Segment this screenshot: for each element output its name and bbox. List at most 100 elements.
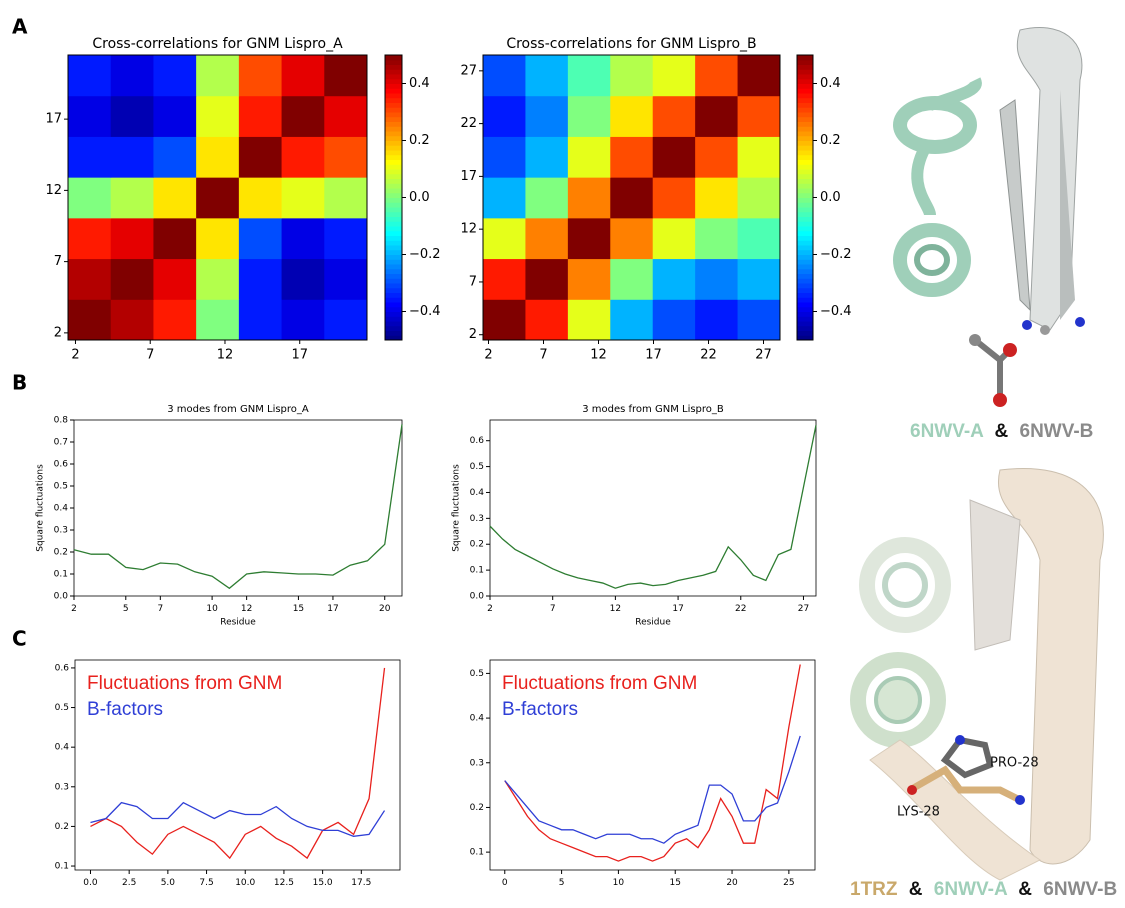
legend-entry: Fluctuations from GNM [502,673,697,694]
colorbar-segment [385,122,402,127]
heatmap-cell [483,259,526,300]
colorbar-segment [385,240,402,245]
colorbar-segment [385,307,402,312]
panel-label: A [12,15,28,39]
data-line [90,668,384,858]
colorbar-segment [797,331,813,336]
colorbar-segment [797,297,813,302]
colorbar-segment [797,307,813,312]
y-tick-label: 0.2 [470,540,484,550]
colorbar-segment [385,98,402,103]
colorbar-segment [797,179,813,184]
colorbar-segment [797,117,813,122]
heatmap-cell [196,136,239,177]
x-tick-label: 17.5 [351,878,371,888]
heatmap-cell [653,218,696,259]
colorbar-segment [797,288,813,293]
heatmap-cell [525,55,568,96]
y-tick-label: 0.1 [470,566,484,576]
colorbar-segment [797,236,813,241]
colorbar-segment [385,188,402,193]
colorbar-segment [385,264,402,269]
colorbar-segment [385,326,402,331]
x-tick-label: 5 [559,878,565,888]
heatmap-cell [282,299,325,340]
colorbar-segment [385,198,402,203]
chart-title: 3 modes from GNM Lispro_A [167,404,309,415]
x-tick-label: 12 [241,604,252,614]
x-tick-label: 12 [610,604,621,614]
colorbar-segment [797,126,813,131]
data-line [90,803,384,837]
colorbar-segment [797,160,813,165]
heatmap-cell [525,177,568,218]
panel-label: C [12,627,27,651]
y-tick-label: 0.4 [54,504,69,514]
heatmap-cell [568,136,611,177]
heatmap-cell [239,177,282,218]
heatmap-cell [239,218,282,259]
x-tick-label: 7 [157,604,163,614]
colorbar-segment [385,245,402,250]
heatmap-cell [196,96,239,137]
y-tick-label: 12 [45,183,62,198]
heatmap-cell [239,96,282,137]
colorbar-segment [385,255,402,260]
y-tick-label: 17 [45,112,62,127]
heatmap-cell [568,299,611,340]
heatmap-cell [483,55,526,96]
residue-label: PRO-28 [990,756,1039,771]
colorbar-segment [385,293,402,298]
heatmap-cell [324,177,367,218]
colorbar-segment [385,136,402,141]
y-tick-label: 0.5 [470,462,484,472]
heatmap-cell [153,177,196,218]
colorbar-segment [797,240,813,245]
colorbar-segment [797,74,813,79]
heatmap-cell [282,259,325,300]
heatmap-cell [483,177,526,218]
y-tick-label: 0.3 [470,514,484,524]
heatmap-cell [525,96,568,137]
colorbar-tick-label: 0.4 [409,76,430,91]
x-tick-label: 7 [146,348,154,363]
heatmap-cell [196,299,239,340]
y-tick-label: 0.6 [55,663,70,673]
heatmap-cell [483,299,526,340]
colorbar-tick-label: −0.4 [409,304,441,319]
y-tick-label: 0.0 [470,592,485,602]
colorbar-segment [385,183,402,188]
colorbar-segment [385,274,402,279]
panel-label: B [12,371,27,395]
y-tick-label: 0.4 [470,488,485,498]
colorbar-segment [797,259,813,264]
colorbar-segment [797,164,813,169]
heatmap-cell [282,218,325,259]
caption-part: & [994,421,1008,442]
y-tick-label: 0.4 [470,714,485,724]
chart-title: Cross-correlations for GNM Lispro_A [92,36,343,52]
colorbar-segment [797,88,813,93]
heatmap-cell [68,177,111,218]
heatmap-cell [111,177,154,218]
heatmap-cell [68,259,111,300]
x-tick-label: 17 [327,604,338,614]
heatmap-cell [153,96,196,137]
heatmap-cell [239,259,282,300]
heatmap-cell [239,55,282,96]
heatmap-cell [738,259,781,300]
colorbar-segment [385,74,402,79]
heatmap-cell [568,259,611,300]
colorbar-segment [385,221,402,226]
colorbar-segment [385,117,402,122]
heatmap-cell [324,259,367,300]
colorbar-segment [797,226,813,231]
colorbar-segment [385,207,402,212]
colorbar-segment [797,231,813,236]
colorbar-segment [385,321,402,326]
colorbar-segment [797,283,813,288]
x-tick-label: 12 [217,348,234,363]
colorbar-segment [797,274,813,279]
legend-entry: Fluctuations from GNM [87,673,282,694]
colorbar-segment [797,264,813,269]
